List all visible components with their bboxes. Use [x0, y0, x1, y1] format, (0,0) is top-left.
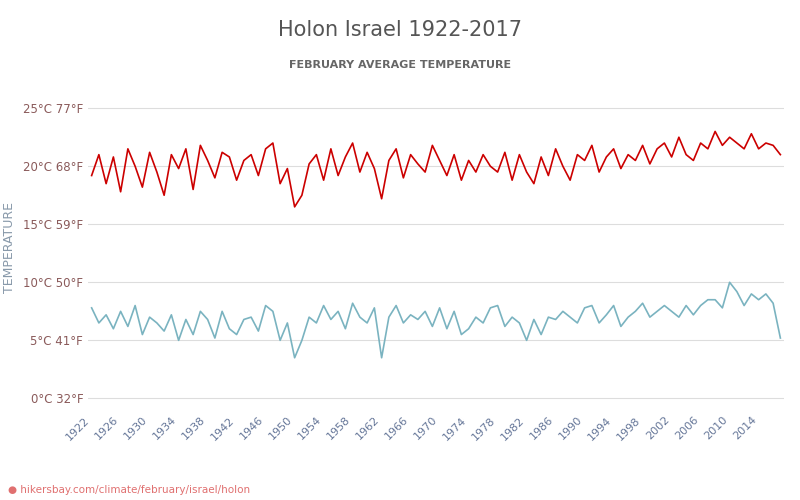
Text: Holon Israel 1922-2017: Holon Israel 1922-2017 [278, 20, 522, 40]
Text: ● hikersbay.com/climate/february/israel/holon: ● hikersbay.com/climate/february/israel/… [8, 485, 250, 495]
Y-axis label: TEMPERATURE: TEMPERATURE [3, 202, 16, 293]
Text: FEBRUARY AVERAGE TEMPERATURE: FEBRUARY AVERAGE TEMPERATURE [289, 60, 511, 70]
